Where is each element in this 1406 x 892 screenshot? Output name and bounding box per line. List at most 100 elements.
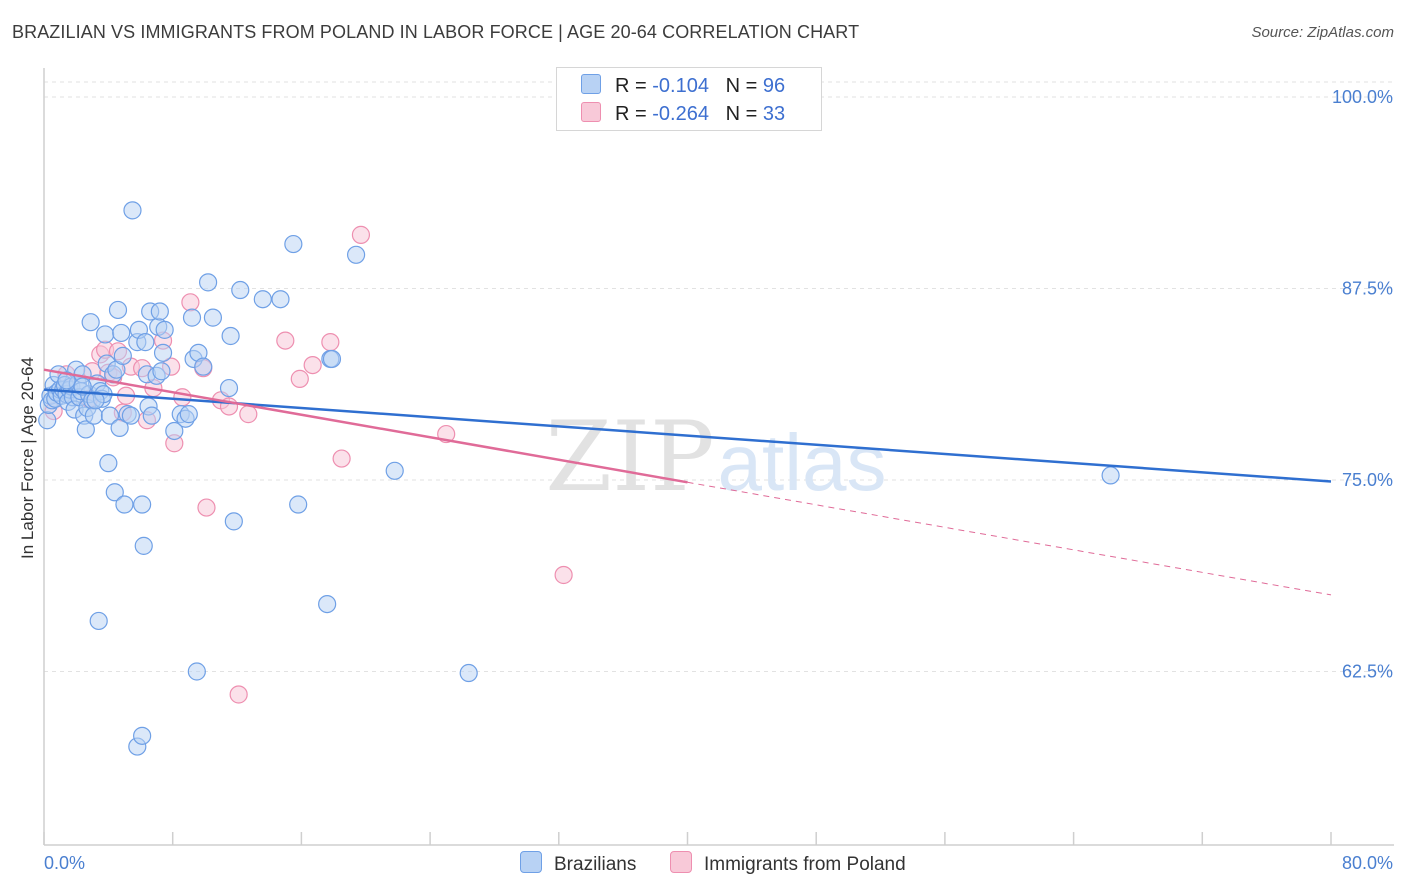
legend-row-brazilians: R = -0.104 N = 96 bbox=[581, 74, 785, 100]
data-point-brazilians bbox=[224, 512, 243, 531]
data-point-brazilians bbox=[113, 346, 132, 366]
data-point-brazilians bbox=[231, 280, 250, 300]
series-poland-points bbox=[44, 225, 573, 704]
watermark-zip: ZIP bbox=[545, 401, 714, 513]
watermark: ZIP atlas bbox=[545, 401, 886, 513]
correlation-legend: R = -0.104 N = 96 R = -0.264 N = 33 bbox=[556, 67, 822, 131]
data-point-poland bbox=[290, 369, 309, 388]
data-point-brazilians bbox=[86, 391, 105, 410]
data-point-poland bbox=[351, 225, 371, 244]
data-point-brazilians bbox=[385, 461, 404, 480]
data-point-brazilians bbox=[38, 411, 57, 430]
data-point-brazilians bbox=[152, 362, 171, 381]
data-point-brazilians bbox=[99, 454, 118, 473]
legend-item-poland[interactable]: Immigrants from Poland bbox=[670, 851, 906, 876]
data-point-brazilians bbox=[73, 377, 92, 396]
y-tick-label: 100.0% bbox=[1332, 87, 1393, 107]
data-point-brazilians bbox=[318, 594, 337, 614]
legend-swatch-blue bbox=[581, 74, 601, 94]
data-point-brazilians bbox=[142, 406, 161, 425]
legend-n-value: 33 bbox=[762, 103, 786, 125]
data-point-brazilians bbox=[112, 323, 131, 343]
legend-n-label: N = bbox=[725, 103, 758, 125]
data-point-brazilians bbox=[459, 663, 478, 683]
data-point-brazilians bbox=[221, 326, 240, 346]
data-point-brazilians bbox=[115, 495, 134, 514]
data-point-brazilians bbox=[84, 406, 103, 425]
source-label: Source: ZipAtlas.com bbox=[1251, 24, 1394, 41]
data-point-brazilians bbox=[182, 308, 202, 327]
watermark-atlas: atlas bbox=[718, 418, 887, 507]
chart-title: BRAZILIAN VS IMMIGRANTS FROM POLAND IN L… bbox=[12, 22, 860, 42]
data-point-brazilians bbox=[76, 420, 95, 439]
data-point-brazilians bbox=[203, 308, 223, 327]
data-point-brazilians bbox=[179, 405, 198, 424]
x-tick-label-min: 0.0% bbox=[44, 853, 85, 873]
data-point-brazilians bbox=[100, 406, 120, 425]
gridlines bbox=[44, 81, 1394, 672]
legend-row-poland: R = -0.264 N = 33 bbox=[581, 102, 785, 128]
trend-lines bbox=[43, 368, 1332, 596]
legend-n-label: N = bbox=[725, 75, 758, 97]
data-point-brazilians bbox=[284, 234, 303, 254]
data-point-brazilians bbox=[133, 726, 152, 745]
y-tick-label: 62.5% bbox=[1342, 662, 1393, 682]
trend-line-poland bbox=[43, 368, 688, 484]
data-point-brazilians bbox=[110, 418, 129, 438]
legend-r-label: R = bbox=[615, 103, 647, 125]
x-tick-label-max: 80.0% bbox=[1342, 853, 1393, 873]
data-point-brazilians bbox=[57, 371, 76, 390]
data-point-brazilians bbox=[136, 333, 155, 352]
data-point-brazilians bbox=[194, 357, 213, 376]
legend-swatch-pink bbox=[581, 102, 601, 122]
data-point-brazilians bbox=[123, 201, 142, 220]
data-point-brazilians bbox=[289, 495, 308, 514]
legend-n-value: 96 bbox=[762, 75, 786, 97]
data-point-brazilians bbox=[121, 406, 140, 425]
data-point-brazilians bbox=[253, 290, 272, 309]
data-point-brazilians bbox=[322, 349, 342, 369]
data-point-poland bbox=[554, 565, 573, 585]
data-point-brazilians bbox=[133, 495, 152, 514]
data-point-brazilians bbox=[198, 273, 218, 292]
data-point-poland bbox=[303, 356, 322, 375]
data-point-brazilians bbox=[81, 313, 100, 332]
legend-swatch-poland bbox=[670, 851, 692, 873]
data-point-poland bbox=[173, 388, 192, 407]
data-point-brazilians bbox=[219, 378, 239, 398]
data-point-poland bbox=[239, 405, 258, 424]
data-point-brazilians bbox=[165, 421, 184, 441]
data-point-poland bbox=[197, 498, 216, 517]
data-point-brazilians bbox=[134, 536, 153, 555]
legend-swatch-brazilians bbox=[520, 851, 542, 873]
legend-r-value: -0.104 bbox=[652, 75, 709, 97]
data-point-brazilians bbox=[1101, 466, 1120, 485]
trend-line-brazilians bbox=[43, 388, 1332, 483]
legend-label-brazilians: Brazilians bbox=[554, 854, 637, 875]
data-point-poland bbox=[276, 331, 295, 350]
legend-item-brazilians[interactable]: Brazilians bbox=[520, 851, 636, 876]
legend-label-poland: Immigrants from Poland bbox=[704, 854, 906, 875]
data-point-poland bbox=[181, 293, 200, 312]
data-point-brazilians bbox=[150, 302, 169, 321]
y-tick-label: 87.5% bbox=[1342, 279, 1393, 299]
data-point-brazilians bbox=[271, 290, 290, 309]
data-point-brazilians bbox=[346, 245, 366, 264]
data-point-poland bbox=[229, 685, 248, 704]
data-point-brazilians bbox=[96, 325, 115, 344]
series-legend: Brazilians Immigrants from Poland bbox=[0, 851, 1406, 879]
x-tick-labels: 0.0% 80.0% bbox=[44, 853, 1393, 873]
data-point-brazilians bbox=[108, 300, 128, 320]
data-point-brazilians bbox=[187, 662, 206, 681]
axes bbox=[43, 68, 1394, 846]
data-point-brazilians bbox=[153, 343, 173, 362]
data-point-poland bbox=[321, 333, 340, 352]
y-tick-label: 75.0% bbox=[1342, 470, 1393, 490]
trend-line-poland-extrapolated bbox=[687, 481, 1332, 596]
data-point-poland bbox=[332, 449, 351, 468]
legend-r-label: R = bbox=[615, 75, 647, 97]
legend-r-value: -0.264 bbox=[652, 103, 709, 125]
data-point-brazilians bbox=[155, 320, 174, 339]
data-point-brazilians bbox=[89, 611, 108, 631]
